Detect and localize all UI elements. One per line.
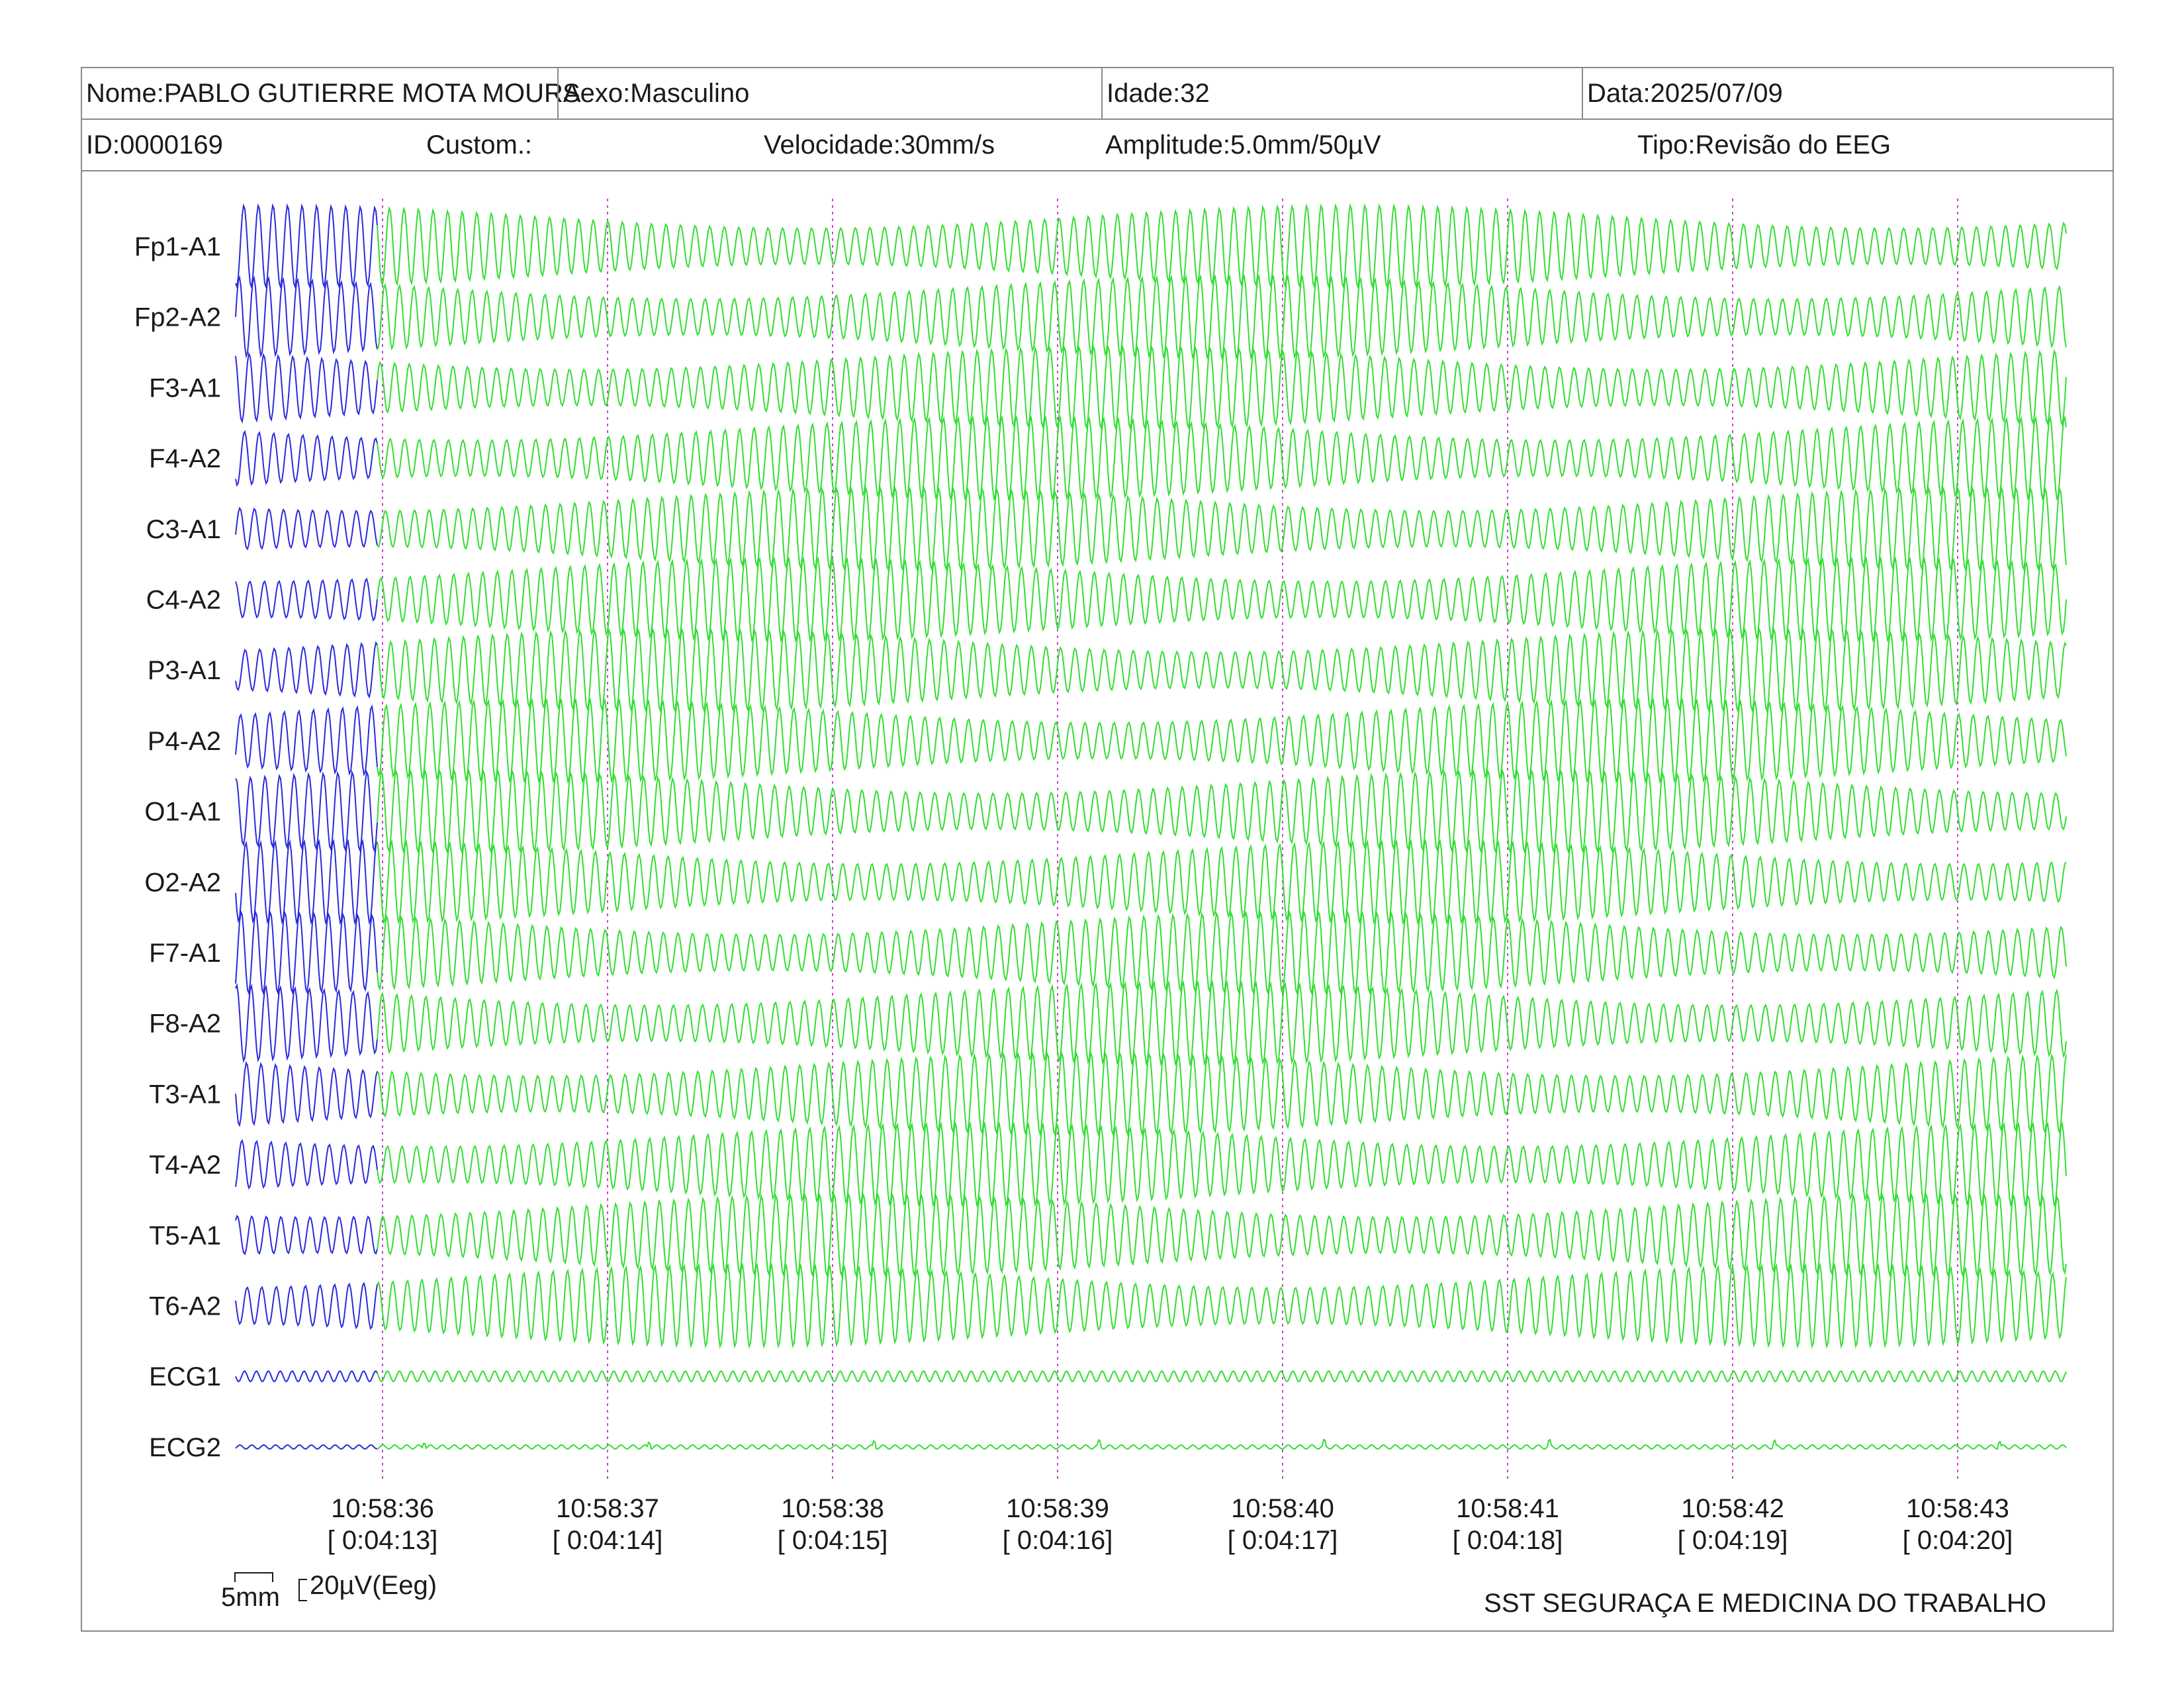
channel-label: ECG2 bbox=[149, 1433, 221, 1462]
time-mark-elapsed: [ 0:04:16] bbox=[1003, 1526, 1113, 1555]
trace-current-segment bbox=[377, 980, 2067, 1066]
time-mark-elapsed: [ 0:04:15] bbox=[778, 1526, 888, 1555]
trace-previous-segment bbox=[235, 506, 378, 551]
trace-current-segment bbox=[377, 1262, 2067, 1349]
time-mark-clock: 10:58:43 bbox=[1906, 1494, 2009, 1523]
trace-current-segment bbox=[377, 203, 2067, 290]
time-mark-elapsed: [ 0:04:18] bbox=[1453, 1526, 1563, 1555]
channel-label: T5-A1 bbox=[149, 1221, 221, 1250]
trace-previous-segment bbox=[235, 203, 378, 290]
time-scale-label: 5mm bbox=[221, 1583, 280, 1612]
trace-current-segment bbox=[377, 909, 2067, 996]
time-mark-elapsed: [ 0:04:20] bbox=[1903, 1526, 2013, 1555]
trace-current-segment bbox=[377, 839, 2067, 925]
trace-current-segment bbox=[377, 1121, 2067, 1208]
trace-previous-segment bbox=[235, 430, 378, 487]
trace-previous-segment bbox=[235, 1444, 378, 1450]
time-mark-elapsed: [ 0:04:19] bbox=[1678, 1526, 1788, 1555]
time-mark-clock: 10:58:39 bbox=[1006, 1494, 1109, 1523]
trace-previous-segment bbox=[235, 839, 378, 925]
trace-current-segment bbox=[377, 626, 2067, 714]
channel-label: Fp2-A2 bbox=[134, 303, 221, 332]
trace-current-segment bbox=[377, 414, 2067, 502]
custom-field: Custom.: bbox=[426, 130, 533, 160]
patient-age: Idade:32 bbox=[1101, 68, 1582, 118]
trace-previous-segment bbox=[235, 1214, 378, 1256]
trace-previous-segment bbox=[235, 704, 378, 777]
channel-label: F8-A2 bbox=[149, 1009, 221, 1039]
channel-label: F3-A1 bbox=[149, 373, 221, 402]
trace-previous-segment bbox=[235, 577, 378, 622]
header-row-patient: Nome:PABLO GUTIERRE MOTA MOURA Sexo:Masc… bbox=[82, 68, 2113, 120]
channel-label: P3-A1 bbox=[148, 656, 221, 685]
time-mark-clock: 10:58:41 bbox=[1456, 1494, 1559, 1523]
trace-current-segment bbox=[377, 697, 2067, 784]
trace-previous-segment bbox=[235, 352, 378, 424]
exam-id: ID:0000169 bbox=[86, 130, 223, 160]
channel-label: C3-A1 bbox=[146, 515, 221, 544]
time-mark-elapsed: [ 0:04:17] bbox=[1228, 1526, 1338, 1555]
channel-label: F7-A1 bbox=[149, 939, 221, 968]
clinic-footer: SST SEGURAÇA E MEDICINA DO TRABALHO bbox=[1484, 1589, 2046, 1618]
channel-label: O1-A1 bbox=[144, 798, 221, 827]
time-scale-bar bbox=[234, 1572, 273, 1582]
patient-name: Nome:PABLO GUTIERRE MOTA MOURA bbox=[86, 79, 581, 108]
sweep-speed: Velocidade:30mm/s bbox=[764, 130, 995, 160]
eeg-report-frame: Nome:PABLO GUTIERRE MOTA MOURA Sexo:Masc… bbox=[81, 67, 2114, 1632]
trace-current-segment bbox=[377, 1051, 2067, 1137]
trace-previous-segment bbox=[235, 641, 378, 699]
channel-label: ECG1 bbox=[149, 1362, 221, 1391]
trace-current-segment bbox=[377, 1438, 2067, 1450]
channel-label: Fp1-A1 bbox=[134, 232, 221, 261]
patient-sex: Sexo:Masculino bbox=[557, 68, 1044, 118]
channel-label: O2-A2 bbox=[144, 868, 221, 897]
time-mark-clock: 10:58:36 bbox=[331, 1494, 434, 1523]
trace-previous-segment bbox=[235, 1282, 378, 1331]
time-mark-clock: 10:58:42 bbox=[1681, 1494, 1784, 1523]
trace-current-segment bbox=[377, 273, 2067, 360]
time-mark-clock: 10:58:38 bbox=[781, 1494, 884, 1523]
channel-label: T3-A1 bbox=[149, 1080, 221, 1109]
channel-label: T6-A2 bbox=[149, 1292, 221, 1321]
trace-previous-segment bbox=[235, 1060, 378, 1127]
trace-current-segment bbox=[377, 1192, 2067, 1279]
exam-date: Data:2025/07/09 bbox=[1582, 68, 2113, 118]
exam-type: Tipo:Revisão do EEG bbox=[1637, 130, 1891, 160]
trace-previous-segment bbox=[235, 275, 378, 359]
trace-current-segment bbox=[377, 556, 2067, 643]
channel-label: T4-A2 bbox=[149, 1150, 221, 1180]
trace-current-segment bbox=[377, 485, 2067, 573]
header-row-exam: ID:0000169 Custom.: Velocidade:30mm/s Am… bbox=[82, 120, 2113, 171]
trace-current-segment bbox=[377, 768, 2067, 855]
amplitude-setting: Amplitude:5.0mm/50µV bbox=[1105, 130, 1381, 160]
channel-label: C4-A2 bbox=[146, 586, 221, 615]
time-mark-clock: 10:58:37 bbox=[556, 1494, 659, 1523]
trace-previous-segment bbox=[235, 1139, 378, 1190]
trace-current-segment bbox=[377, 1370, 2067, 1383]
amplitude-scale-label: 20µV(Eeg) bbox=[310, 1571, 437, 1600]
trace-previous-segment bbox=[235, 1370, 378, 1383]
time-mark-elapsed: [ 0:04:14] bbox=[553, 1526, 663, 1555]
trace-previous-segment bbox=[235, 769, 378, 854]
channel-label: P4-A2 bbox=[148, 727, 221, 756]
time-mark-clock: 10:58:40 bbox=[1231, 1494, 1334, 1523]
trace-current-segment bbox=[377, 344, 2067, 431]
amplitude-scale-bar bbox=[298, 1579, 307, 1601]
trace-previous-segment bbox=[235, 982, 378, 1064]
time-mark-elapsed: [ 0:04:13] bbox=[328, 1526, 438, 1555]
channel-label: F4-A2 bbox=[149, 444, 221, 473]
trace-previous-segment bbox=[235, 909, 378, 996]
